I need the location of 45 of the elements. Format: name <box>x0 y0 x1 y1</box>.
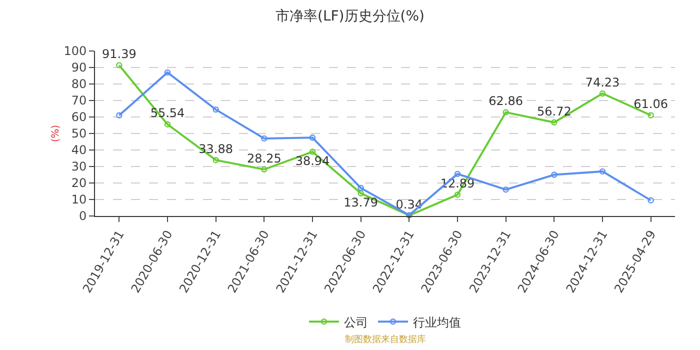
data-label: 13.79 <box>344 195 378 210</box>
y-tick-label: 50 <box>71 126 87 141</box>
point <box>116 62 122 68</box>
point <box>212 157 219 164</box>
y-tick-label: 80 <box>71 77 87 92</box>
y-tick-label: 70 <box>71 94 87 108</box>
point <box>648 112 654 118</box>
chart-title: 市净率(LF)历史分位(%) <box>275 8 425 24</box>
point <box>648 197 654 204</box>
point <box>116 112 122 118</box>
point <box>358 184 364 192</box>
data-label: 61.06 <box>634 97 668 112</box>
y-tick-label: 20 <box>71 176 87 190</box>
point <box>212 106 219 113</box>
point <box>309 148 316 155</box>
y-tick-label: 40 <box>71 143 87 158</box>
y-tick-label: 100 <box>64 44 87 58</box>
data-label: 91.39 <box>102 47 136 62</box>
y-tick-label: 0 <box>78 209 87 224</box>
data-label: 56.72 <box>536 104 572 118</box>
y-axis-title: (%) <box>50 124 62 142</box>
point <box>164 69 171 76</box>
legend-label: 公司 <box>344 315 368 330</box>
text: 制图数据来自数据库 <box>345 334 426 345</box>
point <box>502 109 509 116</box>
data-label: 74.23 <box>585 75 620 90</box>
data-label: 28.25 <box>246 151 282 166</box>
y-tick-label: 90 <box>71 60 87 75</box>
data-label: 62.86 <box>488 94 524 108</box>
point <box>551 172 558 178</box>
point <box>309 134 316 141</box>
point <box>599 168 606 175</box>
point <box>599 90 606 97</box>
y-tick-label: 10 <box>71 192 87 207</box>
point <box>261 135 268 142</box>
y-tick-label: 30 <box>71 160 87 174</box>
point <box>454 170 461 178</box>
point <box>164 121 171 128</box>
legend-label: 行业均值 <box>413 315 461 330</box>
point <box>551 119 558 126</box>
point <box>502 186 509 193</box>
point <box>261 166 268 172</box>
y-tick-label: 60 <box>71 110 87 124</box>
point <box>454 192 461 198</box>
point <box>358 190 364 196</box>
